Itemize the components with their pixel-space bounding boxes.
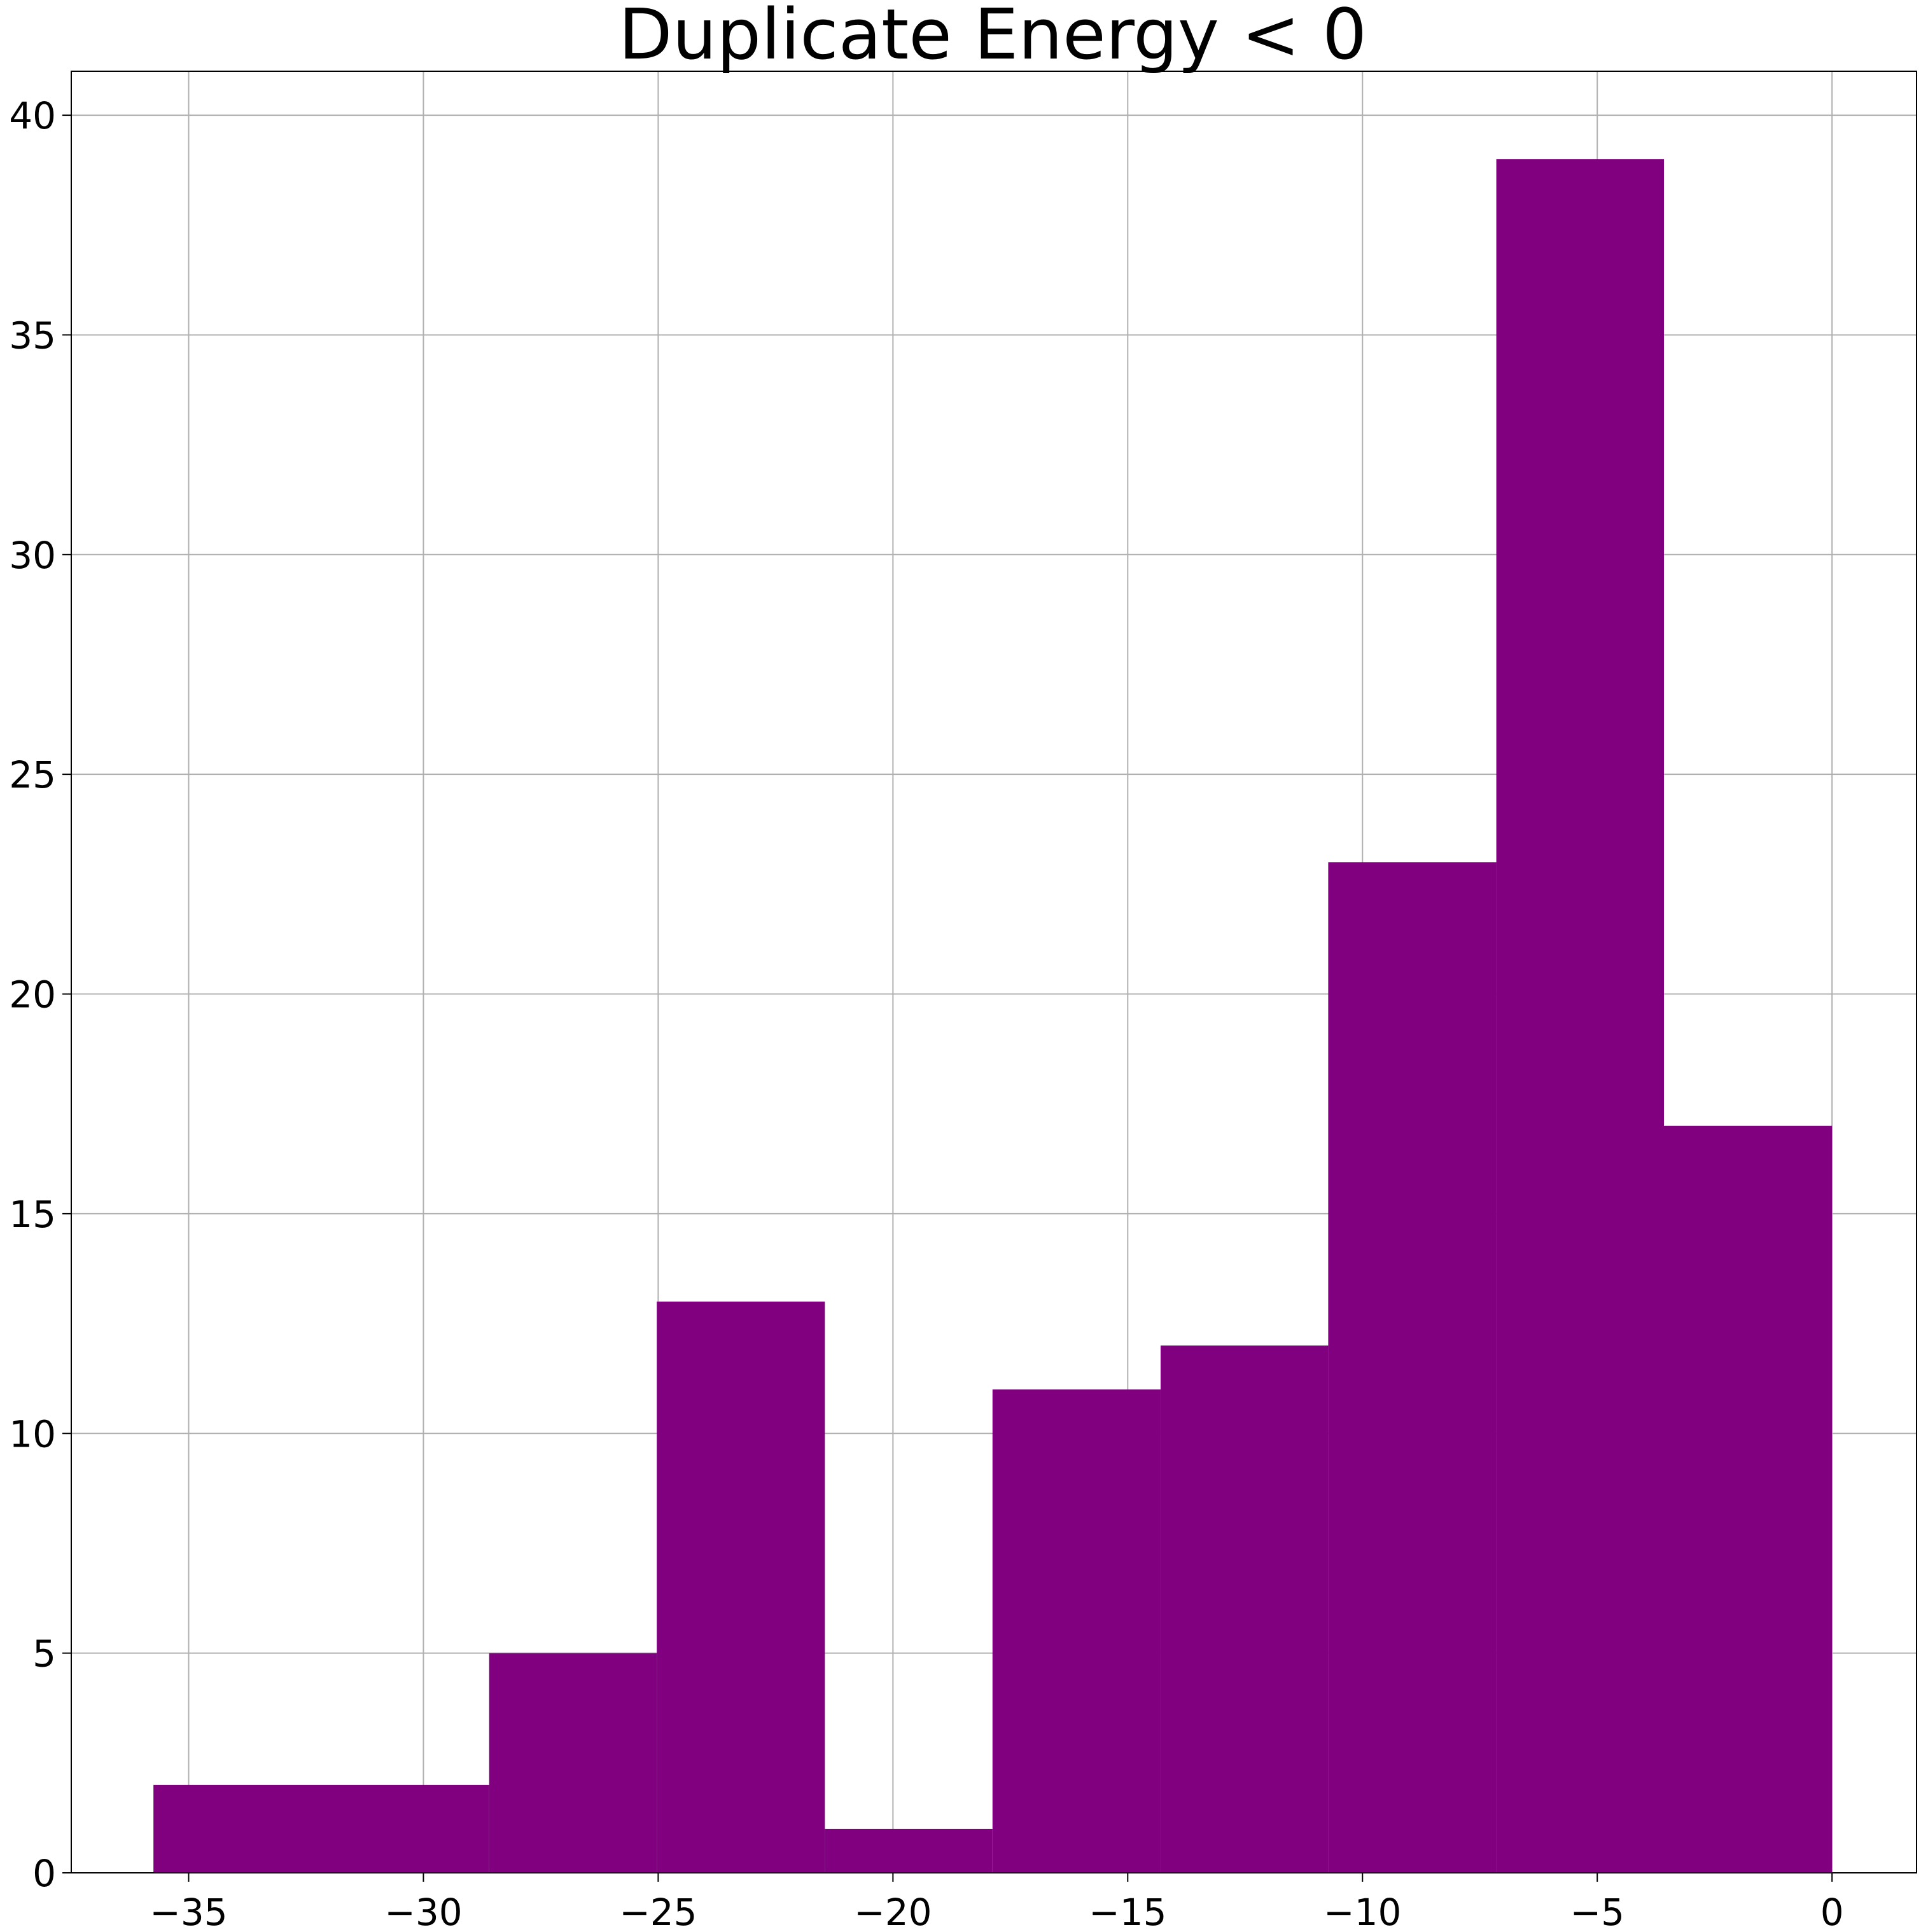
y-tick-label: 0 — [32, 1852, 56, 1895]
tick-layer: −35 −30 −25 −20 −15 −10 −5 0 0 5 10 15 20 25 30 35 40 — [9, 94, 1844, 1932]
x-tick-label: −15 — [1089, 1891, 1166, 1929]
x-tick-label: −35 — [150, 1891, 227, 1929]
y-tick-label: 5 — [32, 1632, 56, 1676]
axes-frame — [71, 71, 1917, 1873]
x-tick-label: −10 — [1324, 1891, 1401, 1929]
histogram-bar — [1160, 1345, 1329, 1873]
x-tick-label: −25 — [619, 1891, 697, 1929]
bar-layer — [153, 159, 1833, 1873]
chart-title: Duplicate Energy < 0 — [618, 0, 1367, 75]
x-tick-label: −30 — [384, 1891, 462, 1929]
histogram-bar — [1328, 862, 1497, 1873]
y-tick-label: 35 — [9, 314, 56, 357]
histogram-bar — [657, 1302, 825, 1873]
histogram-bar — [489, 1653, 657, 1873]
histogram-bar — [825, 1828, 993, 1873]
histogram-bar — [992, 1389, 1161, 1873]
x-tick-label: 0 — [1820, 1891, 1844, 1929]
x-tick-label: −20 — [854, 1891, 932, 1929]
y-tick-label: 20 — [9, 973, 56, 1017]
histogram-bar — [1496, 159, 1665, 1873]
x-tick-label: −5 — [1570, 1891, 1624, 1929]
y-tick-label: 30 — [9, 534, 56, 577]
y-tick-label: 10 — [9, 1412, 56, 1456]
y-tick-label: 15 — [9, 1193, 56, 1236]
histogram-bar — [1664, 1125, 1833, 1873]
y-tick-label: 40 — [9, 94, 56, 137]
histogram-bar — [153, 1784, 489, 1873]
y-tick-label: 25 — [9, 753, 56, 796]
